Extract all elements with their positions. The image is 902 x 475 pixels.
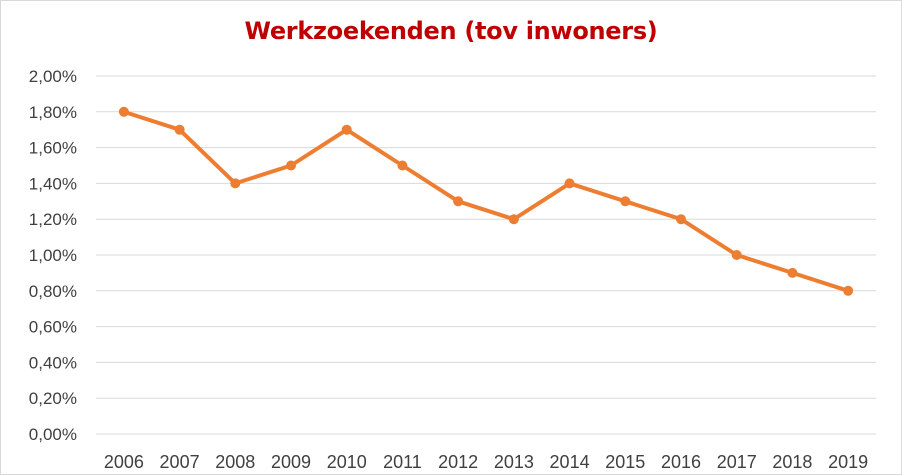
data-point <box>843 285 854 296</box>
data-point <box>230 178 241 189</box>
x-tick-label: 2016 <box>661 452 701 472</box>
data-point <box>174 124 185 135</box>
data-point <box>564 178 575 189</box>
y-tick-label: 2,00% <box>29 67 77 86</box>
x-tick-label: 2019 <box>828 452 868 472</box>
x-tick-label: 2006 <box>104 452 144 472</box>
data-point <box>731 250 742 260</box>
data-point <box>453 196 464 207</box>
x-tick-label: 2018 <box>772 452 812 472</box>
y-tick-label: 0,00% <box>29 425 77 444</box>
data-point <box>620 196 631 207</box>
x-tick-label: 2012 <box>438 452 478 472</box>
gridlines <box>96 75 876 435</box>
x-tick-label: 2008 <box>215 452 255 472</box>
y-tick-label: 1,20% <box>29 210 77 229</box>
x-axis-tick-labels: 2006 2007 2008 2009 2010 2011 2012 2013 2014 2015… <box>104 452 868 472</box>
y-tick-label: 1,00% <box>29 246 77 265</box>
x-tick-label: 2015 <box>605 452 645 472</box>
data-point <box>341 124 352 135</box>
x-tick-label: 2010 <box>327 452 367 472</box>
x-tick-label: 2011 <box>383 452 422 472</box>
y-tick-label: 0,60% <box>29 318 77 337</box>
y-tick-label: 0,40% <box>29 353 77 372</box>
y-tick-label: 0,80% <box>29 282 77 301</box>
x-tick-label: 2009 <box>271 452 311 472</box>
y-tick-label: 1,40% <box>29 174 77 193</box>
x-tick-label: 2007 <box>160 452 200 472</box>
y-tick-label: 0,20% <box>29 389 77 408</box>
data-point <box>118 106 129 117</box>
y-tick-label: 1,80% <box>29 103 77 122</box>
data-point <box>286 160 296 171</box>
data-point <box>787 267 798 278</box>
chart-title: Werkzoekenden (tov inwoners) <box>244 17 658 45</box>
x-tick-label: 2014 <box>550 452 590 472</box>
y-tick-label: 1,60% <box>29 139 77 158</box>
series-line <box>121 109 851 293</box>
x-tick-label: 2017 <box>717 452 757 472</box>
data-point <box>508 214 519 225</box>
x-tick-label: 2013 <box>494 452 534 472</box>
y-axis-tick-labels: 0,00% 0,20% 0,40% 0,60% 0,80% 1,00% 1,20% 1,40%… <box>29 67 77 444</box>
data-point <box>397 160 408 171</box>
data-point <box>676 214 686 225</box>
series-werkzoekenden <box>118 106 854 296</box>
